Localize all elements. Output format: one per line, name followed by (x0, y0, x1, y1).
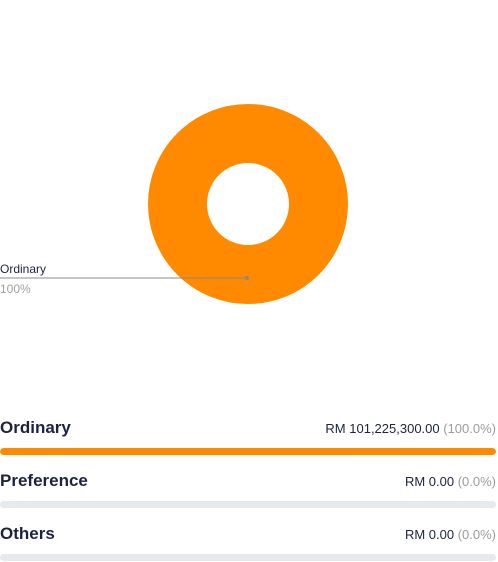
row-value: RM 0.00 (0.0%) (405, 527, 496, 542)
progress-track (0, 448, 496, 455)
breakdown-row-ordinary: Ordinary RM 101,225,300.00 (100.0%) (0, 418, 496, 455)
row-amount: RM 0.00 (404, 527, 455, 542)
row-percent: (100.0%) (443, 421, 496, 436)
progress-track (0, 554, 496, 561)
callout-dot (245, 276, 249, 280)
progress-track (0, 501, 496, 508)
row-label: Ordinary (0, 418, 71, 437)
row-value: RM 0.00 (0.0%) (405, 474, 496, 489)
row-amount: RM 0.00 (404, 474, 455, 489)
row-percent: (0.0%) (457, 474, 496, 489)
donut-slices (148, 104, 348, 304)
donut-slice-ordinary (148, 104, 348, 304)
row-amount: RM 101,225,300.00 (325, 421, 440, 436)
row-label: Others (0, 524, 55, 543)
callout-percent: 100% (0, 282, 31, 296)
breakdown-row-preference: Preference RM 0.00 (0.0%) (0, 471, 496, 508)
row-value: RM 101,225,300.00 (100.0%) (325, 421, 496, 436)
row-percent: (0.0%) (457, 527, 496, 542)
row-label: Preference (0, 471, 88, 490)
callout-label: Ordinary (0, 262, 46, 276)
breakdown-row-others: Others RM 0.00 (0.0%) (0, 524, 496, 561)
progress-fill (0, 448, 496, 455)
donut-chart: Ordinary 100% (0, 104, 348, 304)
